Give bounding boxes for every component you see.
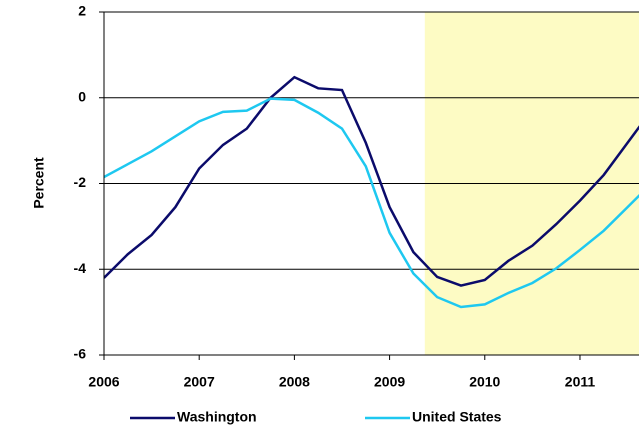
x-tick-label: 2006 (88, 374, 119, 390)
y-tick-label: -2 (74, 174, 87, 190)
x-tick-label: 2011 (565, 374, 596, 390)
y-tick-label: -6 (74, 346, 87, 362)
y-axis-label: Percent (31, 157, 47, 209)
series-line (104, 75, 639, 287)
series-line (104, 97, 639, 309)
y-tick-label: 2 (78, 3, 86, 19)
x-tick-label: 2008 (279, 374, 310, 390)
y-tick-label: 0 (78, 88, 86, 104)
lines-layer (104, 75, 639, 309)
x-tick-label: 2009 (374, 374, 405, 390)
legend-label: Washington (177, 409, 257, 425)
x-tick-label: 2007 (184, 374, 215, 390)
x-tick-label: 2010 (469, 374, 500, 390)
legend-label: United States (412, 409, 502, 425)
y-tick-label: -4 (74, 260, 87, 276)
